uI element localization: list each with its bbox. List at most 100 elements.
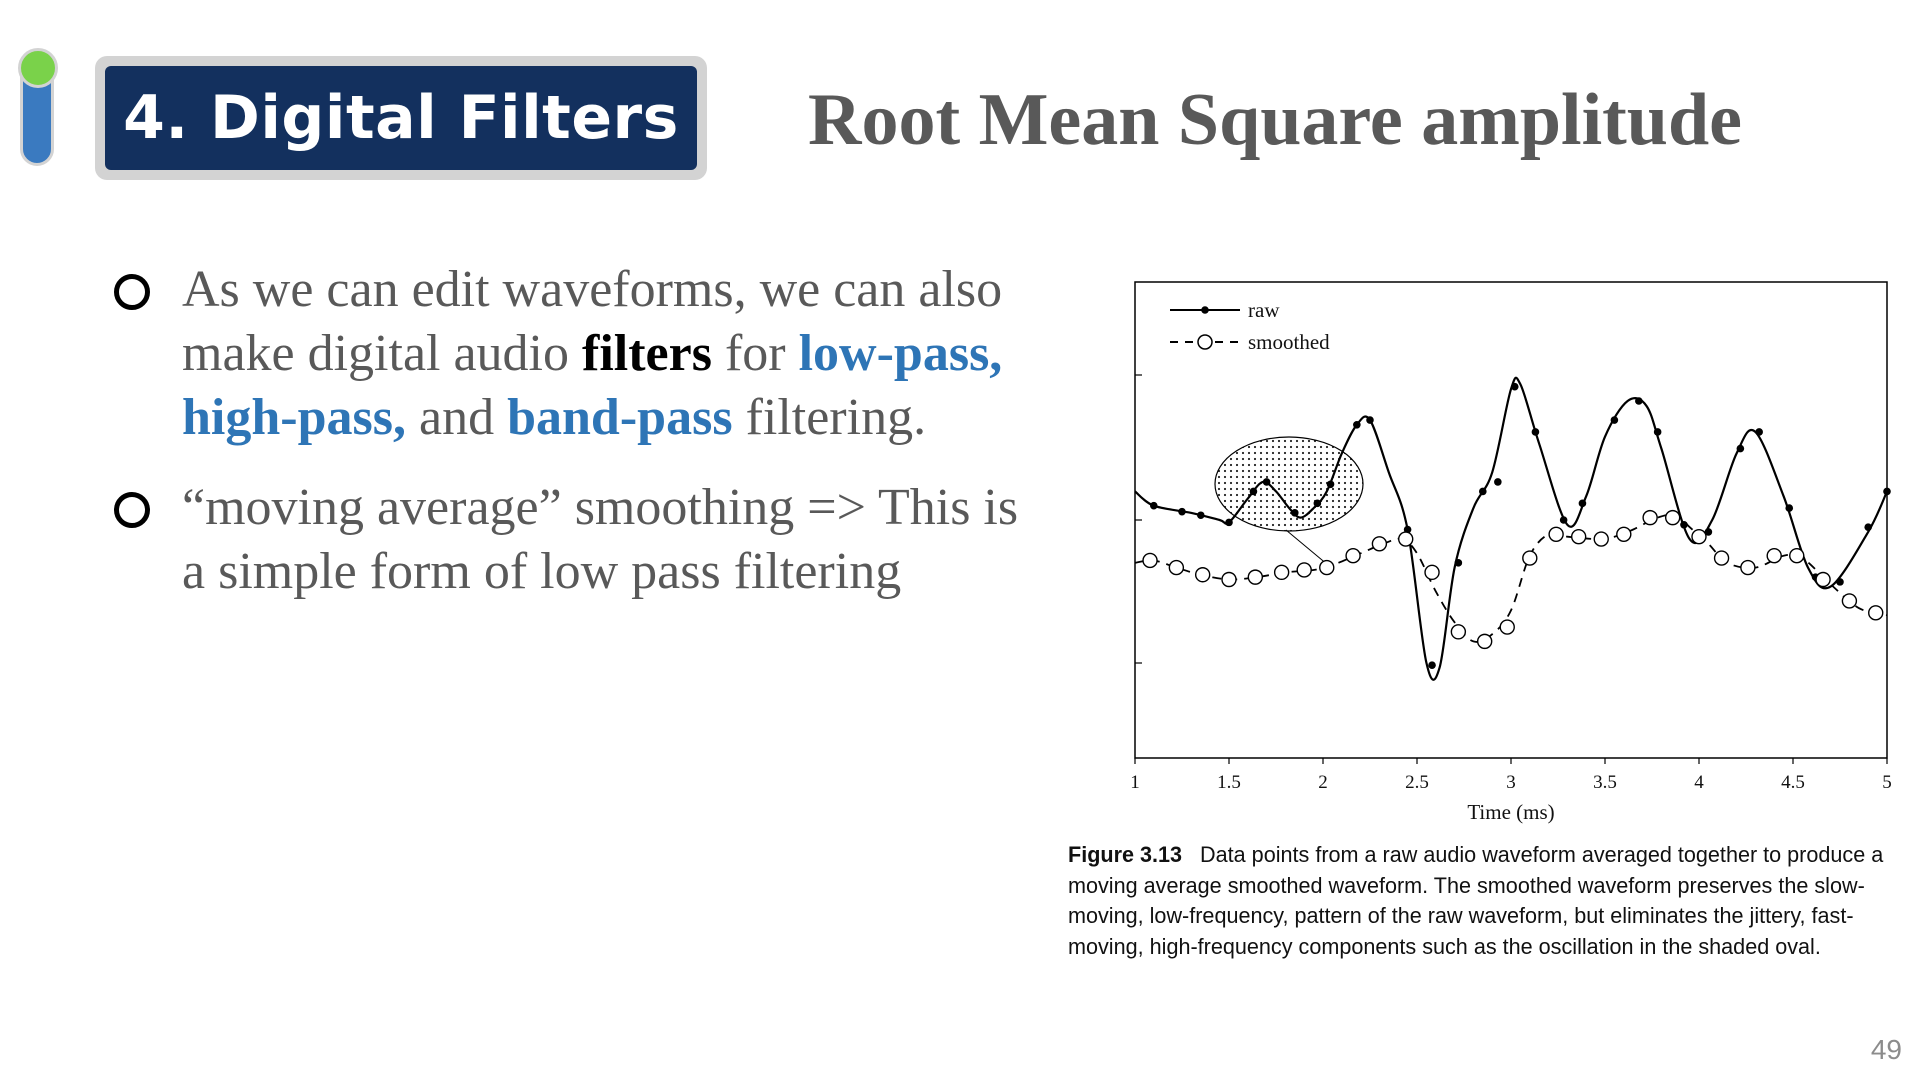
data-point-raw xyxy=(1428,661,1436,669)
data-point-smoothed xyxy=(1664,509,1681,526)
x-tick-label: 1 xyxy=(1130,772,1140,793)
data-point-smoothed xyxy=(1273,564,1290,581)
x-tick-label: 3.5 xyxy=(1593,772,1617,793)
data-point-raw xyxy=(1313,499,1322,508)
data-point-raw xyxy=(1531,428,1540,436)
legend-smoothed-label: smoothed xyxy=(1248,330,1330,354)
data-point-smoothed xyxy=(1691,528,1707,545)
data-point-smoothed xyxy=(1642,509,1658,526)
data-point-raw xyxy=(1291,509,1299,517)
data-point-smoothed xyxy=(1713,550,1730,566)
accent-dot xyxy=(18,48,58,88)
data-point-raw xyxy=(1197,511,1205,520)
data-point-raw xyxy=(1454,559,1463,567)
data-point-smoothed xyxy=(1319,559,1335,576)
data-point-smoothed xyxy=(1296,562,1312,578)
data-point-raw xyxy=(1178,507,1186,516)
data-point-raw xyxy=(1494,478,1502,486)
data-point-smoothed xyxy=(1868,605,1884,621)
data-point-raw xyxy=(1479,487,1487,496)
bullet-text-segment: filtering. xyxy=(732,389,927,446)
data-point-raw xyxy=(1249,487,1258,496)
x-tick-label: 4 xyxy=(1694,772,1704,793)
data-point-smoothed xyxy=(1398,531,1414,547)
data-point-raw xyxy=(1736,444,1745,453)
data-point-smoothed xyxy=(1345,548,1361,564)
bullet-text-segment: “moving average” smoothing => This is a … xyxy=(182,479,1019,600)
data-point-raw xyxy=(1326,480,1335,489)
data-point-raw xyxy=(1864,523,1872,531)
section-badge-inner: 4. Digital Filters xyxy=(105,66,697,170)
series-layer xyxy=(1134,376,1891,681)
data-point-raw xyxy=(1635,397,1643,405)
legend-raw-marker xyxy=(1201,306,1209,314)
bullet-text-highlight: band-pass xyxy=(507,389,733,446)
data-point-smoothed xyxy=(1476,633,1493,650)
data-point-smoothed xyxy=(1841,593,1858,609)
data-point-raw xyxy=(1755,428,1763,436)
bullet-list: As we can edit waveforms, we can also ma… xyxy=(112,258,1032,630)
bullet-item: As we can edit waveforms, we can also ma… xyxy=(112,258,1032,450)
legend-raw-label: raw xyxy=(1248,298,1280,322)
data-point-smoothed xyxy=(1522,550,1538,566)
data-point-smoothed xyxy=(1424,564,1440,581)
data-point-raw xyxy=(1262,478,1271,486)
data-point-smoothed xyxy=(1740,559,1756,576)
data-point-smoothed xyxy=(1789,548,1805,564)
data-point-raw xyxy=(1559,516,1568,524)
data-point-smoothed xyxy=(1450,624,1467,640)
series-line-raw xyxy=(1134,376,1889,681)
figure-caption-text: Data points from a raw audio waveform av… xyxy=(1068,842,1884,959)
figure-caption-label: Figure 3.13 xyxy=(1068,842,1183,867)
section-badge: 4. Digital Filters xyxy=(95,56,707,180)
x-tick-label: 1.5 xyxy=(1217,772,1241,793)
bullet-item: “moving average” smoothing => This is a … xyxy=(112,476,1032,604)
slide-title: Root Mean Square amplitude xyxy=(808,79,1742,161)
data-point-smoothed xyxy=(1371,536,1388,552)
bullet-text-segment: for xyxy=(711,325,799,382)
x-tick-label: 5 xyxy=(1882,772,1892,793)
circle-bullet-icon xyxy=(114,274,150,310)
data-point-smoothed xyxy=(1499,619,1515,635)
x-axis-label: Time (ms) xyxy=(1467,800,1554,824)
data-point-raw xyxy=(1366,416,1374,424)
data-point-smoothed xyxy=(1616,526,1632,542)
chart-legend: raw smoothed xyxy=(1170,298,1330,354)
data-point-raw xyxy=(1578,499,1587,508)
circle-bullet-icon xyxy=(114,492,150,528)
data-point-raw xyxy=(1653,428,1662,436)
x-tick-label: 2 xyxy=(1318,772,1328,793)
data-point-raw xyxy=(1510,382,1519,391)
data-point-smoothed xyxy=(1194,567,1211,583)
data-point-raw xyxy=(1225,518,1233,527)
data-point-smoothed xyxy=(1168,559,1185,576)
bullet-text-segment: and xyxy=(406,389,508,446)
data-point-raw xyxy=(1883,487,1891,496)
bullet-text-segment: As we can edit waveforms, we can also ma… xyxy=(182,261,1003,382)
figure-caption: Figure 3.13 Data points from a raw audio… xyxy=(1068,840,1884,962)
x-axis-ticks: 1 1.5 2 2.5 3 3.5 4 4.5 5 xyxy=(1130,758,1892,793)
data-point-smoothed xyxy=(1221,571,1237,588)
bullet-text-highlight: low-pass, high-pass, xyxy=(182,325,1003,446)
bullet-text-emphasis: filters xyxy=(582,325,712,382)
shaded-oval xyxy=(1214,436,1364,532)
legend-smoothed-marker xyxy=(1197,334,1213,350)
data-point-raw xyxy=(1353,421,1361,429)
data-point-smoothed xyxy=(1247,569,1264,585)
data-point-raw xyxy=(1836,578,1844,586)
data-point-smoothed xyxy=(1570,528,1587,545)
data-point-smoothed xyxy=(1593,531,1609,547)
data-point-raw xyxy=(1680,520,1688,529)
waveform-chart: 1 1.5 2 2.5 3 3.5 4 4.5 5 Time (ms) raw smoothed xyxy=(1130,281,1892,824)
data-point-smoothed xyxy=(1548,526,1564,542)
data-point-smoothed xyxy=(1815,571,1831,588)
x-tick-label: 2.5 xyxy=(1405,772,1429,793)
data-point-raw xyxy=(1150,501,1158,510)
page-number: 49 xyxy=(1870,1034,1902,1065)
data-point-smoothed xyxy=(1142,552,1158,569)
data-point-smoothed xyxy=(1766,548,1782,564)
x-tick-label: 4.5 xyxy=(1781,772,1805,793)
data-point-raw xyxy=(1610,416,1619,424)
x-tick-label: 3 xyxy=(1506,772,1516,793)
data-point-raw xyxy=(1785,504,1794,512)
